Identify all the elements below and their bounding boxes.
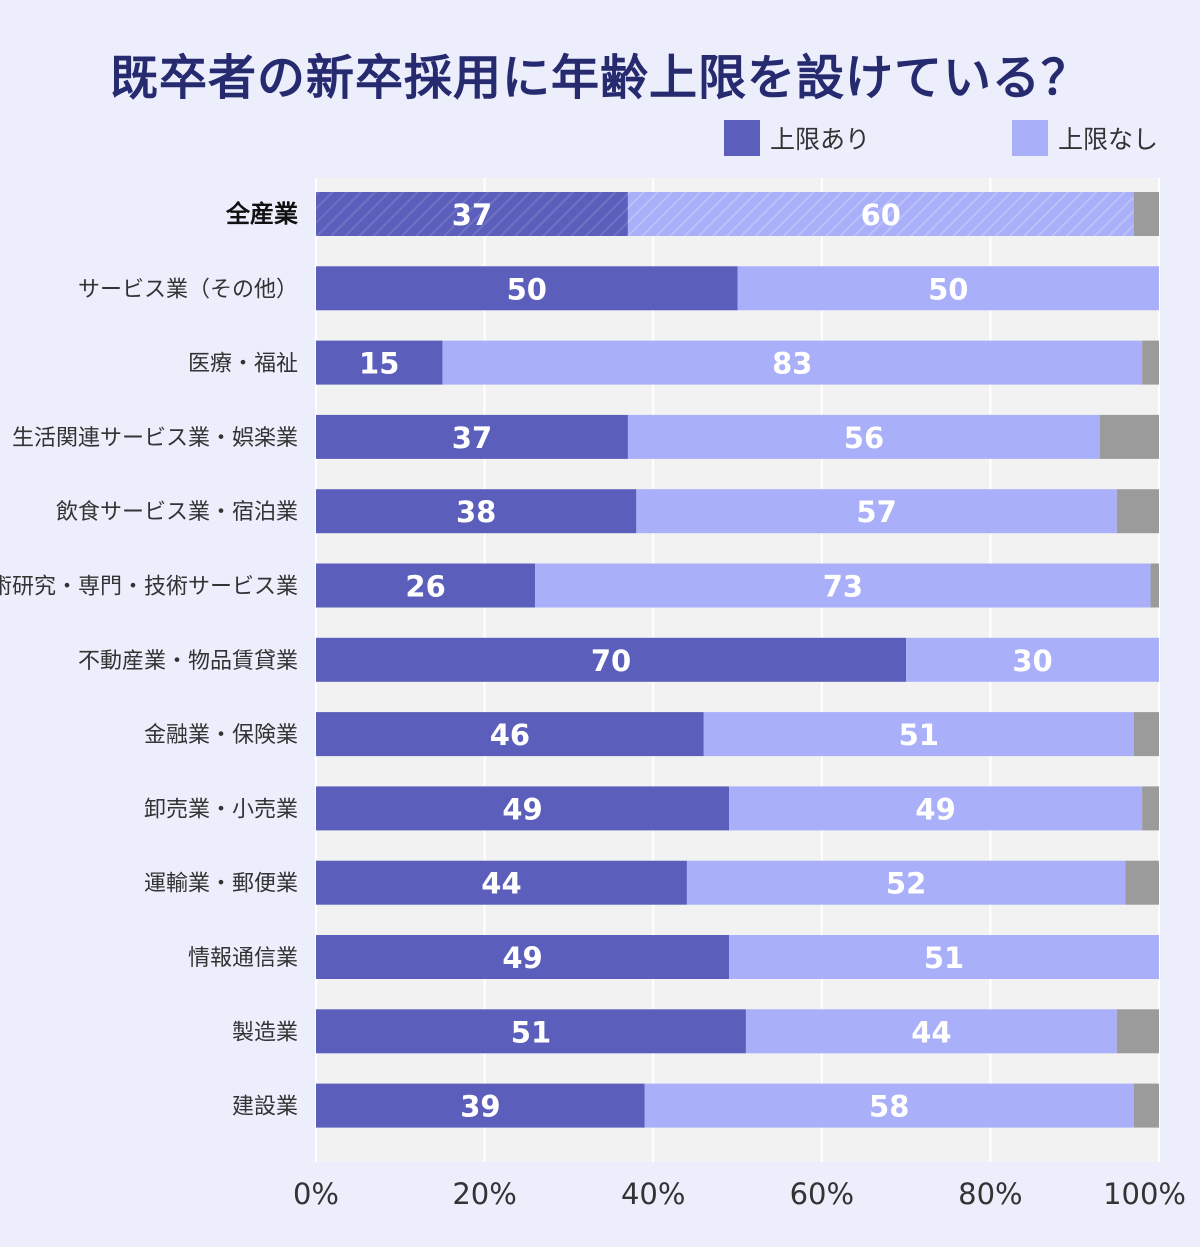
bar-hatch-0-0 bbox=[316, 192, 628, 236]
category-label-0: 全産業 bbox=[225, 200, 298, 228]
bar-segment-3-1 bbox=[627, 414, 1100, 459]
category-label-11: 製造業 bbox=[232, 1020, 298, 1045]
value-label-5-0: 26 bbox=[405, 570, 445, 604]
value-label-3-0: 37 bbox=[452, 421, 492, 455]
value-label-7-1: 51 bbox=[899, 718, 939, 752]
bar-segment-4-1 bbox=[636, 489, 1117, 534]
x-tick-label-0: 0% bbox=[293, 1177, 339, 1211]
value-label-2-1: 83 bbox=[772, 347, 812, 381]
category-label-10: 情報通信業 bbox=[188, 946, 298, 971]
legend-item-no-limit: 上限なし bbox=[1012, 120, 1158, 156]
bar-segment-10-0 bbox=[316, 935, 730, 979]
bar-segment-2-0 bbox=[316, 340, 443, 385]
value-label-1-1: 50 bbox=[928, 272, 968, 306]
category-label-7: 金融業・保険業 bbox=[144, 723, 298, 748]
value-label-0-0: 37 bbox=[452, 198, 492, 232]
bar-segment-9-1 bbox=[686, 860, 1126, 905]
category-label-9: 運輸業・郵便業 bbox=[144, 872, 298, 897]
value-label-4-0: 38 bbox=[456, 495, 496, 529]
bar-segment-6-1 bbox=[906, 637, 1159, 682]
bar-segment-8-2 bbox=[1142, 786, 1159, 831]
value-label-6-0: 70 bbox=[591, 644, 631, 678]
bar-segment-10-1 bbox=[729, 935, 1159, 979]
value-label-10-1: 51 bbox=[924, 941, 964, 975]
value-label-10-0: 49 bbox=[502, 941, 542, 975]
value-label-9-1: 52 bbox=[886, 867, 926, 901]
bar-segment-5-1 bbox=[535, 563, 1151, 608]
value-label-0-1: 60 bbox=[861, 198, 901, 232]
bar-segment-3-2 bbox=[1099, 414, 1159, 459]
bar-segment-11-1 bbox=[745, 1009, 1117, 1054]
bar-segment-2-1 bbox=[442, 340, 1143, 385]
x-tick-label-4: 80% bbox=[958, 1177, 1022, 1211]
value-label-7-0: 46 bbox=[490, 718, 530, 752]
category-label-4: 飲食サービス業・宿泊業 bbox=[56, 500, 298, 525]
bar-segment-9-2 bbox=[1125, 860, 1159, 905]
bar-segment-1-1 bbox=[737, 266, 1159, 311]
x-tick-label-1: 20% bbox=[452, 1177, 516, 1211]
value-label-6-1: 30 bbox=[1012, 644, 1052, 678]
value-label-5-1: 73 bbox=[823, 570, 863, 604]
legend-item-upper-limit: 上限あり bbox=[724, 120, 870, 156]
legend-label-no-limit: 上限なし bbox=[1058, 125, 1159, 154]
value-label-2-0: 15 bbox=[359, 347, 399, 381]
value-label-8-1: 49 bbox=[915, 792, 955, 826]
value-label-11-1: 44 bbox=[911, 1015, 951, 1049]
bar-segment-3-0 bbox=[316, 414, 628, 459]
category-label-3: 生活関連サービス業・娯楽業 bbox=[12, 426, 298, 451]
category-label-6: 不動産業・物品賃貸業 bbox=[78, 649, 298, 674]
x-tick-label-3: 60% bbox=[790, 1177, 854, 1211]
bar-segment-4-0 bbox=[316, 489, 637, 534]
category-label-2: 医療・福祉 bbox=[188, 352, 298, 377]
bar-segment-8-0 bbox=[316, 786, 730, 831]
chart-title: 既卒者の新卒採用に年齢上限を設けている？ bbox=[109, 50, 1090, 106]
value-label-12-0: 39 bbox=[460, 1090, 500, 1124]
value-label-4-1: 57 bbox=[856, 495, 896, 529]
bar-segment-5-0 bbox=[316, 563, 536, 608]
legend-label-upper-limit: 上限あり bbox=[770, 125, 871, 154]
value-label-1-0: 50 bbox=[507, 272, 547, 306]
value-label-12-1: 58 bbox=[869, 1090, 909, 1124]
bar-segment-12-0 bbox=[316, 1083, 645, 1128]
legend-swatch-upper-limit bbox=[724, 120, 760, 156]
x-tick-label-5: 100% bbox=[1103, 1177, 1186, 1211]
value-label-9-0: 44 bbox=[481, 867, 521, 901]
x-tick-label-2: 40% bbox=[621, 1177, 685, 1211]
bar-hatch-0-1 bbox=[627, 192, 1134, 236]
bar-segment-0-2 bbox=[1133, 192, 1159, 236]
value-label-8-0: 49 bbox=[502, 792, 542, 826]
bar-segment-1-0 bbox=[316, 266, 738, 311]
category-label-12: 建設業 bbox=[232, 1095, 298, 1120]
bar-segment-8-1 bbox=[729, 786, 1143, 831]
category-label-5: 学術研究・専門・技術サービス業 bbox=[0, 575, 298, 600]
bar-segment-7-2 bbox=[1133, 712, 1159, 757]
bar-segment-4-2 bbox=[1116, 489, 1159, 534]
bar-segment-2-2 bbox=[1142, 340, 1159, 385]
category-label-1: サービス業（その他） bbox=[78, 277, 298, 302]
bar-segment-7-0 bbox=[316, 712, 704, 757]
value-label-3-1: 56 bbox=[844, 421, 884, 455]
category-label-8: 卸売業・小売業 bbox=[144, 797, 298, 822]
bar-segment-7-1 bbox=[703, 712, 1134, 757]
legend-swatch-no-limit bbox=[1012, 120, 1048, 156]
bar-segment-11-0 bbox=[316, 1009, 746, 1054]
bar-segment-11-2 bbox=[1116, 1009, 1159, 1054]
bar-segment-9-0 bbox=[316, 860, 687, 905]
bar-segment-12-1 bbox=[644, 1083, 1134, 1128]
bar-segment-6-0 bbox=[316, 637, 907, 682]
bar-segment-12-2 bbox=[1133, 1083, 1159, 1128]
bar-segment-5-2 bbox=[1150, 563, 1159, 608]
value-label-11-0: 51 bbox=[511, 1015, 551, 1049]
